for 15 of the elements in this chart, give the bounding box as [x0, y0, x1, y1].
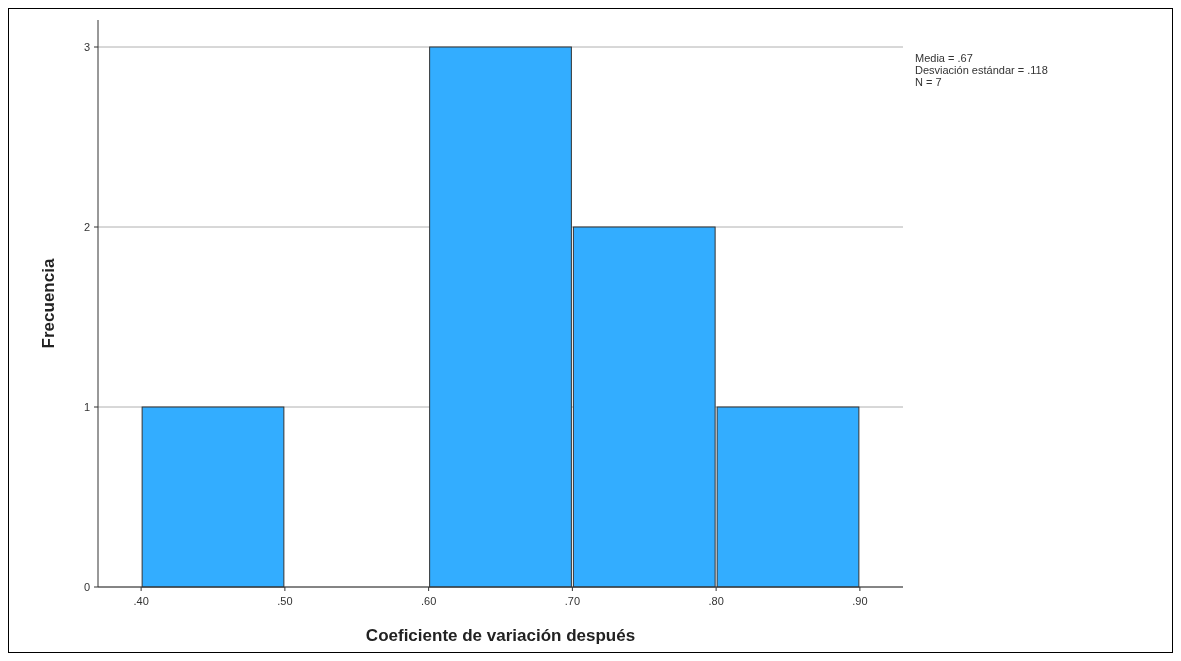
y-tick-label: 0 [83, 580, 90, 593]
x-tick-label: .50 [277, 595, 293, 607]
text: Media = .67 [915, 52, 973, 64]
x-tick-label: .40 [133, 595, 149, 607]
x-tick-label: .70 [564, 595, 581, 607]
x-tick-label: .80 [708, 595, 724, 607]
text: N = 7 [915, 76, 942, 88]
y-axis-title: Frecuencia [39, 258, 58, 349]
x-axis-title: Coeficiente de variación después [365, 626, 636, 645]
y-tick-label: 1 [83, 400, 90, 413]
y-tick-label: 3 [83, 40, 90, 53]
y-tick-label: 2 [83, 220, 90, 233]
x-tick-label: .90 [852, 595, 868, 607]
x-tick-label: .60 [420, 595, 437, 607]
text: Desviación estándar = .118 [915, 64, 1048, 76]
